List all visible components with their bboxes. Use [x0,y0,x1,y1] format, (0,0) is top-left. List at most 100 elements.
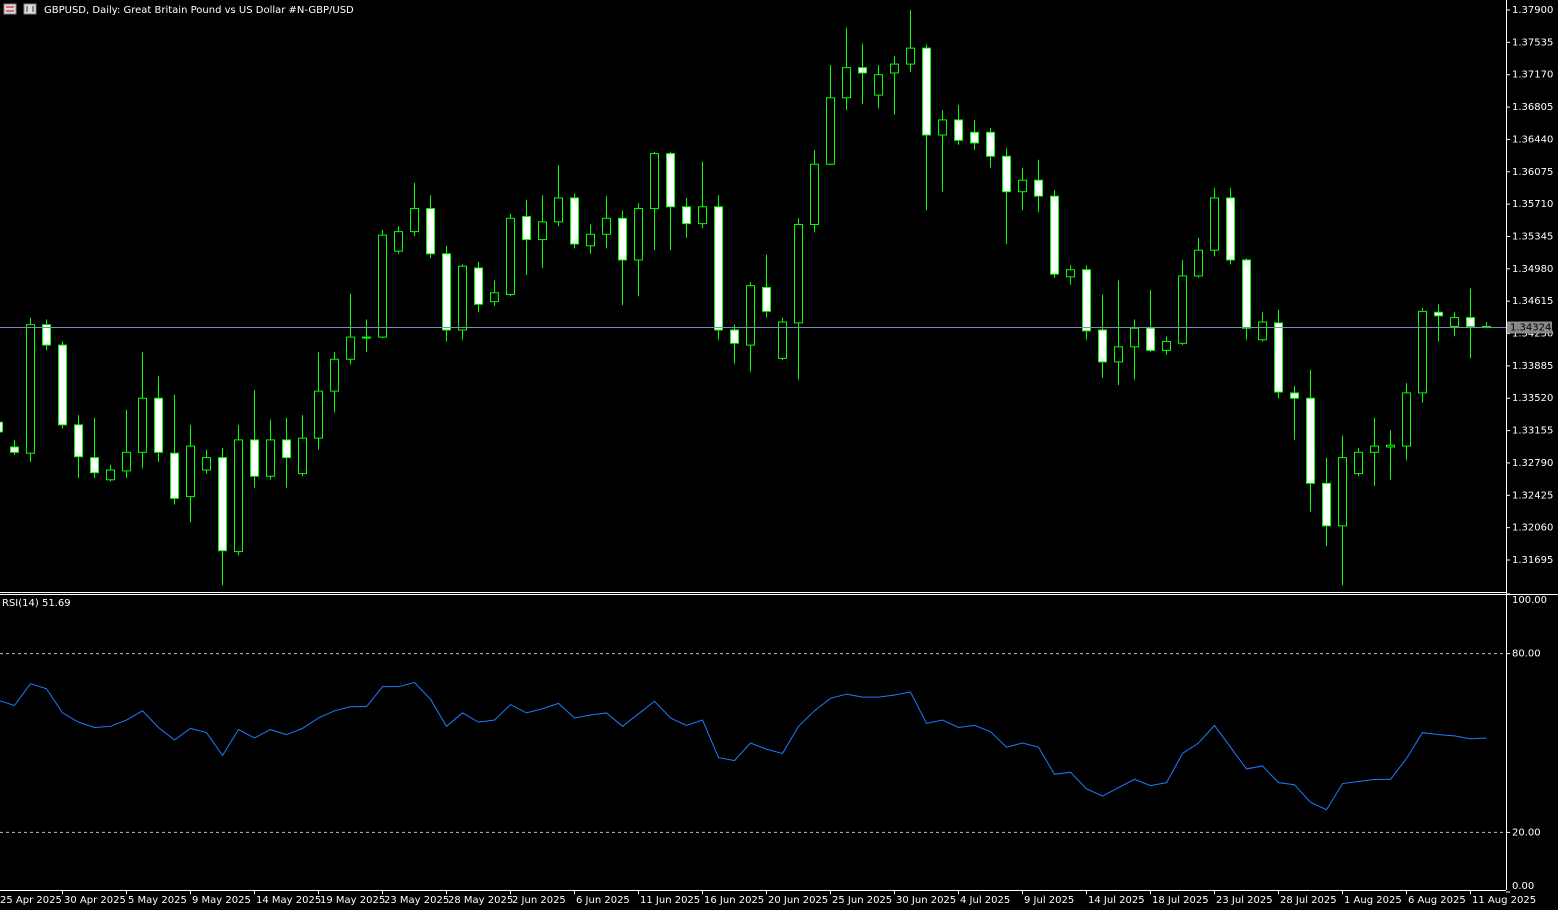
x-tick-label: 23 May 2025 [384,895,449,906]
candle [714,195,723,340]
icon-menu[interactable] [3,3,17,15]
y-tick-label: 1.32425 [1512,490,1553,501]
x-tick-label: 19 May 2025 [320,895,385,906]
x-tick-label: 11 Aug 2025 [1472,895,1536,906]
candle-body [330,358,339,392]
candle [618,210,627,306]
candle-body [1050,195,1059,275]
candle [890,56,899,115]
candle [250,390,259,488]
candle [330,352,339,413]
candle [474,261,483,313]
candle [1258,312,1267,342]
candle-body [26,324,35,454]
candle-body [1418,310,1427,394]
candle-body [10,446,19,453]
candle-body [170,452,179,499]
candle-body [1194,249,1203,277]
y-tick-label: 1.37900 [1512,5,1553,16]
candle-body [618,217,627,261]
candle [1290,385,1299,440]
candle [666,151,675,251]
candle [682,197,691,238]
y-tick-label: 0.00 [1512,881,1534,892]
candle-body [1306,397,1315,484]
candle-body [778,321,787,359]
candle [362,319,371,353]
rsi-line [0,681,1487,811]
candle-body [314,390,323,439]
candle [122,409,131,479]
candle [138,352,147,469]
x-tick-label: 28 May 2025 [448,895,513,906]
candle [74,415,83,479]
candle-body [970,131,979,144]
y-tick-label: 1.34250 [1512,329,1553,340]
candle-body [826,97,835,165]
candle-body [1322,482,1331,527]
candle-body [1290,392,1299,399]
candle-body [58,344,67,426]
candle [938,110,947,192]
candle-body [922,47,931,136]
candle [1114,280,1123,385]
y-tick-label: 1.34615 [1512,296,1553,307]
candle [1018,167,1027,211]
x-tick-label: 6 Jun 2025 [576,895,630,906]
candle [1098,294,1107,378]
candle-body [0,421,3,433]
candle-body [1226,197,1235,261]
icon-chart[interactable] [23,3,37,15]
candle-body [762,286,771,312]
candle [0,421,3,433]
candle-body [1466,317,1475,327]
candle [1146,290,1155,353]
candle-body [1018,179,1027,193]
candle [730,324,739,364]
candle [1418,307,1427,403]
current-price-label: 1.34324 [1510,323,1551,334]
candle [778,317,787,361]
y-tick-label: 1.34980 [1512,264,1553,275]
candle [1226,188,1235,265]
candle [1322,457,1331,547]
candle [506,213,515,297]
candle [570,193,579,249]
candle [314,352,323,450]
candle [1370,417,1379,486]
candle [490,280,499,307]
candle-body [1066,269,1075,278]
candle-body [1242,259,1251,329]
candle [1402,383,1411,461]
candle-body [378,234,387,338]
candle-body [938,119,947,136]
candle [1386,430,1395,480]
x-tick-label: 9 May 2025 [192,895,251,906]
x-tick-label: 30 Jun 2025 [896,895,956,906]
candle-body [634,208,643,261]
candle-body [106,469,115,481]
x-tick-label: 9 Jul 2025 [1024,895,1074,906]
candle-body [1082,269,1091,332]
candle-body [218,457,227,552]
y-tick-label: 20.00 [1512,827,1541,838]
candle [954,104,963,145]
x-tick-label: 25 Apr 2025 [0,895,62,906]
candle-body [522,216,531,241]
candle [378,229,387,338]
candle-body [986,131,995,157]
candle [906,10,915,73]
candle-body [90,457,99,474]
candle [1162,336,1171,355]
candle-body [1354,451,1363,475]
candle [1066,265,1075,285]
candle [826,64,835,166]
x-tick-label: 2 Jun 2025 [512,895,566,906]
candle-body [234,439,243,553]
candle-body [538,221,547,241]
candle [1034,159,1043,213]
y-tick-label: 1.33885 [1512,361,1553,372]
candle [1450,312,1459,337]
